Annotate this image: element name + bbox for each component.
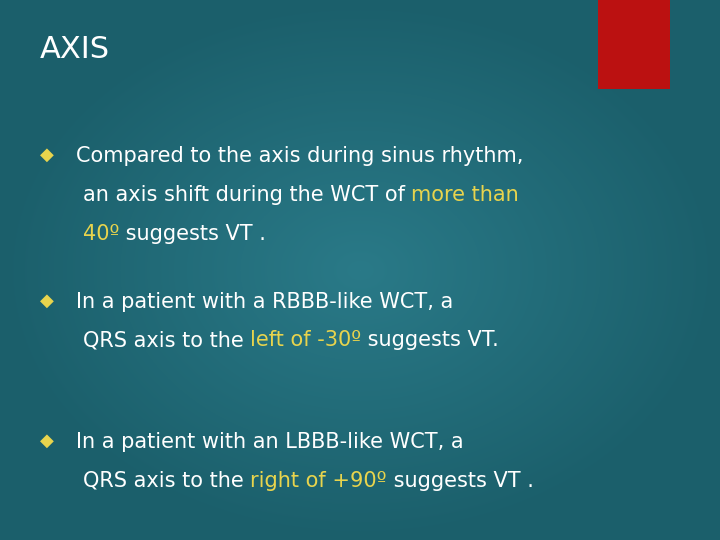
Text: In a patient with an LBBB-like WCT, a: In a patient with an LBBB-like WCT, a <box>76 432 463 452</box>
Text: left of -30º: left of -30º <box>250 330 361 350</box>
Bar <box>598 0 670 89</box>
Text: QRS axis to the: QRS axis to the <box>83 471 250 491</box>
Text: suggests VT .: suggests VT . <box>120 224 266 244</box>
Text: 40º: 40º <box>83 224 120 244</box>
Text: QRS axis to the: QRS axis to the <box>83 330 250 350</box>
Text: an axis shift during the WCT of: an axis shift during the WCT of <box>83 185 411 205</box>
Text: ◆: ◆ <box>40 146 53 164</box>
Text: suggests VT .: suggests VT . <box>387 471 534 491</box>
Text: more than: more than <box>411 185 519 205</box>
Text: AXIS: AXIS <box>40 35 109 64</box>
Text: Compared to the axis during sinus rhythm,: Compared to the axis during sinus rhythm… <box>76 146 523 166</box>
Text: ◆: ◆ <box>40 432 53 450</box>
Text: right of +90º: right of +90º <box>250 471 387 491</box>
Text: ◆: ◆ <box>40 292 53 309</box>
Text: In a patient with a RBBB-like WCT, a: In a patient with a RBBB-like WCT, a <box>76 292 453 312</box>
Text: suggests VT.: suggests VT. <box>361 330 499 350</box>
